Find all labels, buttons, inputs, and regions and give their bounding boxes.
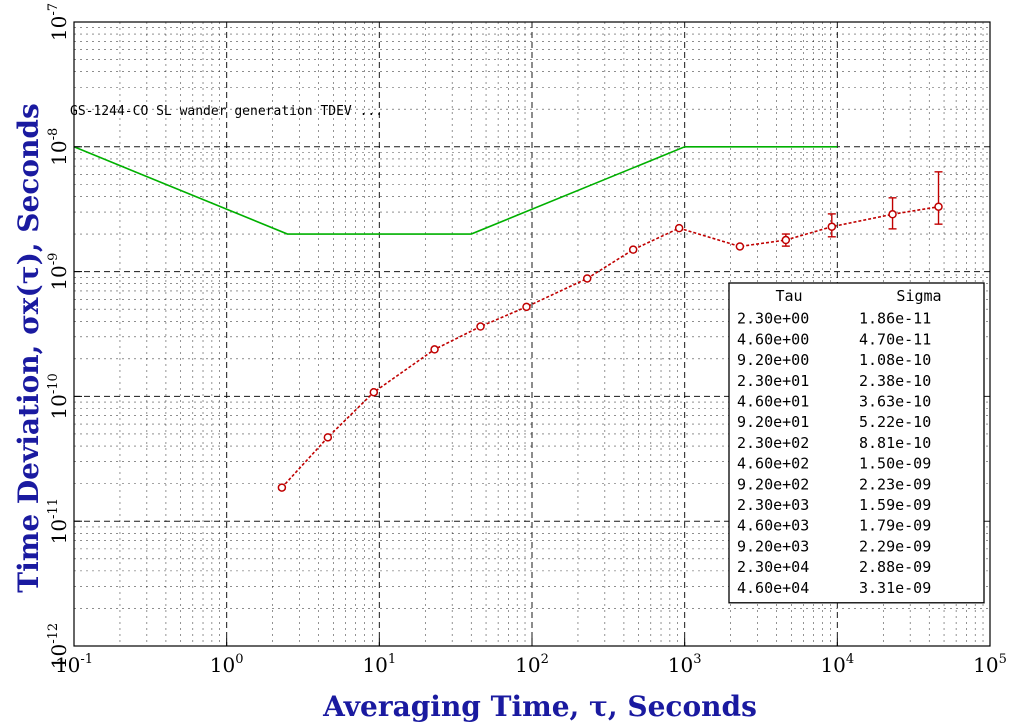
legend-cell-tau: 9.20e+03 [737, 537, 809, 555]
spec-mask-line [73, 146, 838, 235]
y-axis-label: Time Deviation, σx(τ), Seconds [12, 103, 45, 593]
legend-cell-tau: 2.30e+03 [737, 496, 809, 514]
data-point [476, 322, 485, 331]
x-tick-label: 102 [515, 652, 549, 677]
legend-cell-tau: 4.60e+03 [737, 517, 809, 535]
legend-cell-sigma: 1.08e-10 [859, 351, 931, 369]
y-tick-label: 10-12 [46, 623, 71, 669]
x-tick-label: 100 [210, 652, 244, 677]
legend-cell-tau: 2.30e+01 [737, 372, 809, 390]
data-point [735, 242, 745, 251]
y-tick-label: 10-11 [46, 498, 71, 544]
x-axis-label: Averaging Time, τ, Seconds [322, 690, 757, 723]
legend-cell-tau: 4.60e+01 [737, 393, 809, 411]
data-point [430, 345, 439, 354]
data-point [934, 202, 943, 211]
x-tick-label: 105 [973, 652, 1007, 677]
legend-cell-tau: 4.60e+04 [737, 579, 809, 597]
data-point [827, 222, 837, 231]
legend-table: Tau Sigma 2.30e+00 1.86e-11 4.60e+00 4.70e-11… [728, 282, 985, 604]
data-point [781, 235, 791, 245]
x-tick-label: 10-1 [55, 652, 93, 677]
data-point [522, 302, 531, 312]
data-point [888, 210, 897, 219]
legend-cell-sigma: 3.31e-09 [859, 579, 931, 597]
legend-cell-sigma: 1.79e-09 [859, 517, 931, 535]
data-point [277, 483, 287, 492]
legend-cell-tau: 2.30e+02 [737, 434, 809, 452]
legend-cell-sigma: 4.70e-11 [859, 330, 931, 348]
legend-cell-sigma: 2.38e-10 [859, 372, 931, 390]
axes: 10-1 100 101 102 103 104 105 10-12 10-11 10-10 10-… [46, 3, 1007, 677]
data-point [582, 274, 592, 283]
legend-cell-tau: 4.60e+00 [737, 330, 809, 348]
y-tick-label: 10-7 [46, 3, 71, 41]
y-tick-label: 10-10 [46, 373, 71, 419]
legend-cell-sigma: 2.88e-09 [859, 558, 931, 576]
legend-header-tau: Tau [775, 287, 802, 305]
legend-cell-tau: 9.20e+02 [737, 475, 809, 493]
y-tick-label: 10-8 [46, 128, 71, 166]
legend-cell-tau: 9.20e+01 [737, 413, 809, 431]
data-point [674, 223, 684, 233]
legend-cell-sigma: 2.29e-09 [859, 537, 931, 555]
legend-cell-sigma: 2.23e-09 [859, 475, 931, 493]
legend-cell-sigma: 5.22e-10 [859, 413, 931, 431]
legend-cell-sigma: 1.59e-09 [859, 496, 931, 514]
chart-annotation: GS-1244-CO SL wander generation TDEV ... [70, 104, 383, 119]
data-point [369, 387, 379, 397]
legend-cell-sigma: 1.86e-11 [859, 310, 931, 328]
legend-cell-tau: 2.30e+04 [737, 558, 809, 576]
legend-cell-sigma: 1.50e-09 [859, 455, 931, 473]
data-point [323, 433, 333, 442]
y-tick-label: 10-9 [46, 253, 71, 291]
data-point [628, 245, 638, 254]
legend-cell-sigma: 8.81e-10 [859, 434, 931, 452]
legend-box [728, 282, 985, 604]
legend-cell-sigma: 3.63e-10 [859, 393, 931, 411]
x-tick-label: 101 [362, 652, 396, 677]
legend-cell-tau: 4.60e+02 [737, 455, 809, 473]
x-tick-label: 104 [820, 652, 854, 677]
x-tick-label: 103 [668, 652, 702, 677]
legend-cell-tau: 9.20e+00 [737, 351, 809, 369]
legend-header-sigma: Sigma [896, 287, 941, 305]
series-layer [73, 146, 943, 492]
tdev-data-line [281, 205, 939, 489]
legend-cell-tau: 2.30e+00 [737, 310, 809, 328]
